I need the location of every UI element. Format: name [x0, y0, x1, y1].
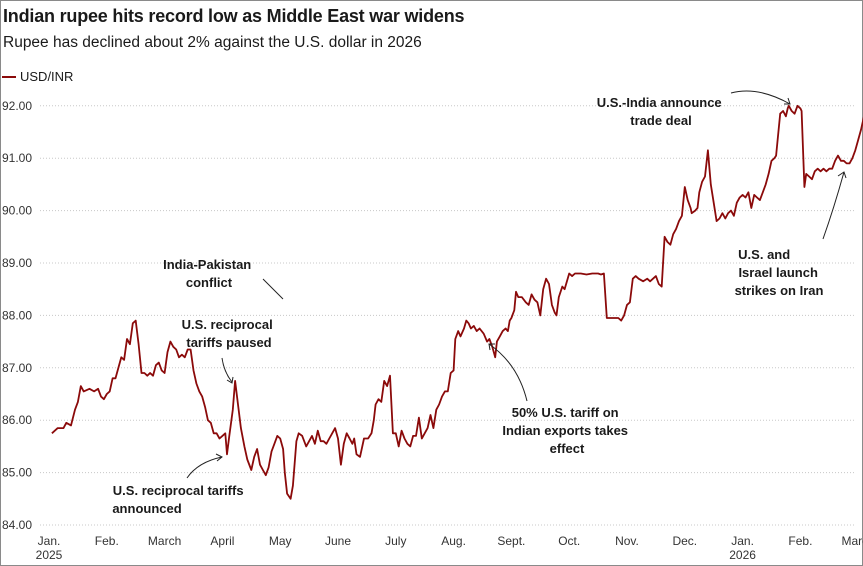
- y-tick-label: 89.00: [2, 256, 32, 270]
- annotation-trade-deal: U.S.-India announce trade deal: [597, 90, 791, 128]
- y-tick-label: 87.00: [2, 361, 32, 375]
- annotation-label: U.S.-India announce trade deal: [597, 95, 726, 128]
- x-tick-label: Sept.: [497, 534, 525, 548]
- annotation-label: U.S. reciprocal tariffs paused: [182, 317, 277, 350]
- annotation-label: U.S. and Israel launch strikes on Iran: [735, 247, 824, 298]
- x-tick-label: May: [269, 534, 292, 548]
- annotation-strikes-on-iran: U.S. and Israel launch strikes on Iran: [735, 171, 847, 298]
- legend-label-usd-inr: USD/INR: [20, 69, 74, 84]
- arrowhead-icon: [215, 453, 223, 462]
- x-tick-label: Nov.: [615, 534, 639, 548]
- annotation-50pct-tariff: 50% U.S. tariff on Indian exports takes …: [488, 343, 631, 456]
- grid-layer: [40, 105, 855, 526]
- y-tick-label: 84.00: [2, 518, 32, 532]
- annotation-label: 50% U.S. tariff on Indian exports takes …: [502, 405, 631, 456]
- y-tick-label: 85.00: [2, 466, 32, 480]
- annotation-arrow: [822, 171, 845, 240]
- series-layer: [51, 104, 863, 500]
- y-tick-label: 91.00: [2, 151, 32, 165]
- x-tick-year-label: 2026: [729, 548, 756, 562]
- x-tick-label: Jan.: [731, 534, 754, 548]
- annotation-label: U.S. reciprocal tariffs announced: [112, 483, 247, 516]
- annotation-tariffs-paused: U.S. reciprocal tariffs paused: [182, 317, 277, 384]
- arrowhead-icon: [784, 97, 791, 105]
- annotation-arrow: [221, 357, 233, 383]
- annotation-label: India-Pakistan conflict: [163, 257, 255, 290]
- x-tick-label: Dec.: [672, 534, 697, 548]
- y-tick-label: 90.00: [2, 204, 32, 218]
- x-tick-label: Feb.: [95, 534, 119, 548]
- y-tick-label: 86.00: [2, 413, 32, 427]
- x-tick-label: Feb.: [788, 534, 812, 548]
- annotation-arrow: [186, 456, 223, 479]
- y-tick-label: 88.00: [2, 308, 32, 322]
- x-tick-label: April: [210, 534, 234, 548]
- annotation-arrow: [488, 343, 528, 402]
- x-tick-label: March: [148, 534, 181, 548]
- x-tick-label: March: [842, 534, 863, 548]
- x-tick-year-label: 2025: [36, 548, 63, 562]
- annotation-arrow: [730, 90, 791, 105]
- y-axis: 84.00 85.00 86.00 87.00 88.00 89.00 90.00 91.00…: [2, 99, 32, 532]
- series-line-usd-inr: [51, 104, 863, 500]
- annotation-leader-line: [262, 278, 284, 300]
- annotation-tariffs-announced: U.S. reciprocal tariffs announced: [112, 453, 247, 516]
- legend: USD/INR: [2, 69, 73, 84]
- legend-swatch-usd-inr: [2, 75, 16, 78]
- x-tick-label: June: [325, 534, 351, 548]
- arrowhead-icon: [226, 376, 234, 384]
- chart-title: Indian rupee hits record low as Middle E…: [3, 6, 465, 26]
- x-tick-label: July: [385, 534, 406, 548]
- annotation-india-pakistan: India-Pakistan conflict: [163, 257, 284, 300]
- arrowhead-icon: [837, 171, 847, 179]
- x-tick-label: Aug.: [441, 534, 466, 548]
- x-tick-label: Jan.: [38, 534, 61, 548]
- arrowhead-icon: [488, 343, 495, 351]
- chart-subtitle: Rupee has declined about 2% against the …: [3, 34, 422, 51]
- x-tick-label: Oct.: [558, 534, 580, 548]
- y-tick-label: 92.00: [2, 99, 32, 113]
